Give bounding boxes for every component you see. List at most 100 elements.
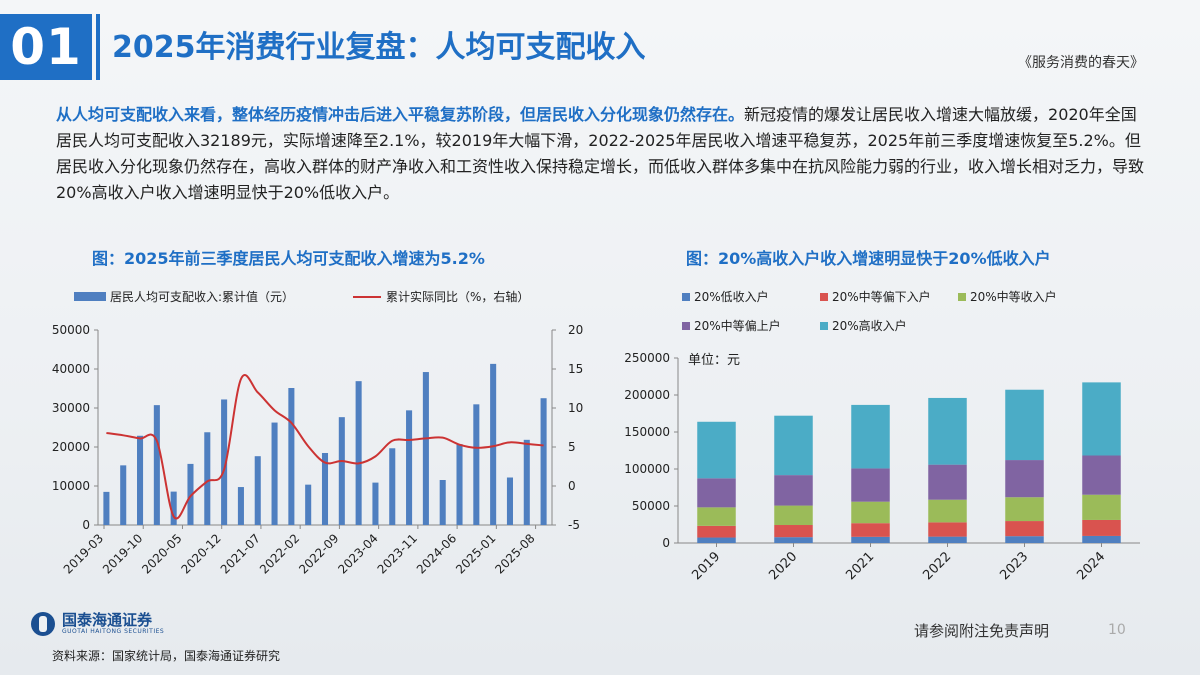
right-y-tick-label: 5 xyxy=(568,440,576,454)
income-bar xyxy=(355,381,362,525)
income-bar xyxy=(406,410,413,525)
stack-x-tick-label: 2019 xyxy=(689,549,723,583)
income-bar xyxy=(456,444,463,525)
income-bar xyxy=(523,439,530,525)
x-tick-label: 2021-07 xyxy=(218,531,263,576)
income-bar xyxy=(120,465,127,525)
stack-segment xyxy=(697,478,736,508)
stack-segment xyxy=(928,536,967,543)
legend-label-stack: 20%中等偏上户 xyxy=(694,318,781,333)
stack-segment xyxy=(851,501,890,524)
stack-segment xyxy=(851,468,890,502)
company-logo: 国泰海通证券 GUOTAI HAITONG SECURITIES xyxy=(30,610,164,638)
stack-x-tick-label: 2023 xyxy=(997,549,1031,583)
stack-segment xyxy=(697,537,736,543)
stack-x-tick-label: 2020 xyxy=(766,549,800,583)
legend-label-growth: 累计实际同比（%，右轴） xyxy=(386,289,529,304)
income-bar xyxy=(137,435,144,525)
stack-segment xyxy=(851,404,890,469)
legend-label-stack: 20%中等收入户 xyxy=(970,289,1057,304)
stack-x-tick-label: 2021 xyxy=(843,549,877,583)
left-y-tick-label: 50000 xyxy=(52,323,90,337)
income-bar xyxy=(305,484,312,525)
income-bar xyxy=(153,405,160,525)
income-bar xyxy=(221,399,228,525)
income-bar xyxy=(473,404,480,525)
income-bar xyxy=(338,417,345,525)
stack-segment xyxy=(1082,455,1121,495)
data-source: 资料来源：国家统计局，国泰海通证券研究 xyxy=(52,649,281,663)
right-y-tick-label: 10 xyxy=(568,401,583,415)
income-bar xyxy=(103,491,110,525)
stack-segment xyxy=(774,475,813,506)
income-bar xyxy=(288,388,295,525)
legend-label-stack: 20%中等偏下入户 xyxy=(832,289,931,304)
legend-swatch-stack xyxy=(820,322,828,330)
stack-segment xyxy=(851,523,890,537)
x-tick-label: 2019-10 xyxy=(100,531,145,576)
income-bar xyxy=(271,422,278,525)
left-y-tick-label: 20000 xyxy=(52,440,90,454)
intro-body: 新冠疫情的爆发让居民收入增速大幅放缓，2020年全国居民人均可支配收入32189… xyxy=(56,105,1145,202)
logo-name: 国泰海通证券 xyxy=(62,611,153,629)
stack-y-tick-label: 150000 xyxy=(624,425,670,439)
stack-segment xyxy=(697,421,736,479)
left-y-tick-label: 40000 xyxy=(52,362,90,376)
income-bar xyxy=(321,452,329,525)
stack-segment xyxy=(1005,460,1044,498)
stack-segment xyxy=(1005,521,1044,537)
x-tick-label: 2025-01 xyxy=(453,531,498,576)
unit-label: 单位：元 xyxy=(688,353,740,368)
left-chart-title: 图：2025年前三季度居民人均可支配收入增速为5.2% xyxy=(92,249,485,268)
income-bar xyxy=(237,487,244,525)
growth-line xyxy=(106,374,544,520)
x-tick-label: 2023-11 xyxy=(375,531,420,576)
stack-segment xyxy=(1005,389,1044,461)
stack-segment xyxy=(928,464,967,500)
stack-x-tick-label: 2024 xyxy=(1074,549,1108,583)
x-tick-label: 2022-02 xyxy=(257,531,302,576)
right-y-tick-label: 20 xyxy=(568,323,583,337)
stack-segment xyxy=(1082,382,1121,456)
stack-segment xyxy=(1005,497,1044,522)
stack-y-tick-label: 50000 xyxy=(632,499,670,513)
income-bar xyxy=(254,456,261,525)
stack-x-tick-label: 2022 xyxy=(920,549,954,583)
income-bar xyxy=(506,477,513,525)
stack-y-tick-label: 100000 xyxy=(624,462,670,476)
income-bar xyxy=(204,432,211,525)
x-tick-label: 2024-06 xyxy=(414,531,459,576)
x-tick-label: 2022-09 xyxy=(296,531,341,576)
intro-highlight: 从人均可支配收入来看，整体经历疫情冲击后进入平稳复苏阶段，但居民收入分化现象仍然… xyxy=(56,105,745,124)
right-y-tick-label: -5 xyxy=(568,518,580,532)
stack-segment xyxy=(774,415,813,476)
legend-swatch-stack xyxy=(958,293,966,301)
left-y-tick-label: 0 xyxy=(82,518,90,532)
x-tick-label: 2025-08 xyxy=(492,531,537,576)
x-tick-label: 2020-12 xyxy=(178,531,223,576)
x-tick-label: 2023-04 xyxy=(335,531,380,576)
stack-segment xyxy=(697,507,736,526)
legend-swatch-stack xyxy=(820,293,828,301)
legend-swatch-stack xyxy=(682,293,690,301)
logo-icon xyxy=(31,612,55,636)
income-bar xyxy=(170,491,177,525)
legend-swatch-stack xyxy=(682,322,690,330)
disclaimer-link[interactable]: 请参阅附注免责声明 xyxy=(914,622,1050,640)
stack-y-tick-label: 200000 xyxy=(624,388,670,402)
income-bar xyxy=(490,363,497,525)
x-tick-label: 2019-03 xyxy=(61,531,106,576)
stack-segment xyxy=(928,397,967,465)
stack-segment xyxy=(1082,519,1121,536)
income-bar xyxy=(372,482,379,525)
title-accent-bar xyxy=(96,14,100,80)
income-bar xyxy=(187,463,194,525)
stack-segment xyxy=(928,522,967,537)
stack-y-tick-label: 250000 xyxy=(624,351,670,365)
series-name: 《服务消费的春天》 xyxy=(1018,55,1144,71)
legend-label-stack: 20%低收入户 xyxy=(694,289,769,304)
left-y-tick-label: 30000 xyxy=(52,401,90,415)
left-y-tick-label: 10000 xyxy=(52,479,90,493)
stack-segment xyxy=(1082,535,1121,543)
